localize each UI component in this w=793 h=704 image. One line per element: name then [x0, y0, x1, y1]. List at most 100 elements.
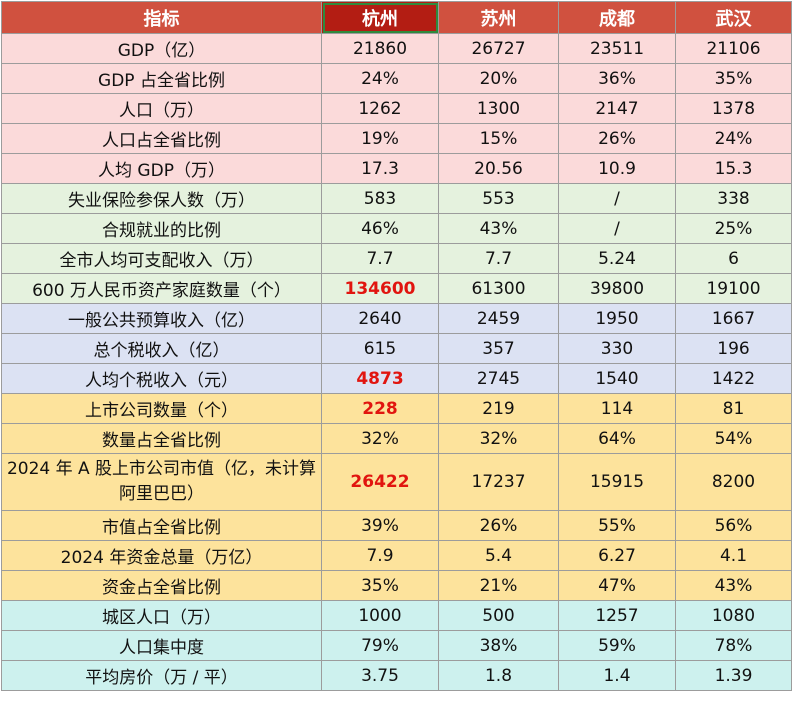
cell-hangzhou[interactable]: 2640	[321, 303, 439, 334]
cell-wuhan[interactable]: 35%	[675, 63, 792, 94]
row-label[interactable]: 失业保险参保人数（万）	[1, 183, 322, 214]
cell-wuhan[interactable]: 338	[675, 183, 792, 214]
cell-chengdu[interactable]: 10.9	[558, 153, 676, 184]
cell-chengdu[interactable]: 59%	[558, 630, 676, 661]
row-label[interactable]: 2024 年 A 股上市公司市值（亿，未计算阿里巴巴）	[1, 453, 322, 511]
cell-suzhou[interactable]: 21%	[438, 570, 559, 601]
cell-chengdu[interactable]: /	[558, 183, 676, 214]
cell-hangzhou[interactable]: 24%	[321, 63, 439, 94]
header-indicator[interactable]: 指标	[1, 1, 322, 34]
cell-suzhou[interactable]: 38%	[438, 630, 559, 661]
row-label[interactable]: 资金占全省比例	[1, 570, 322, 601]
cell-hangzhou[interactable]: 615	[321, 333, 439, 364]
cell-wuhan[interactable]: 1378	[675, 93, 792, 124]
cell-suzhou[interactable]: 43%	[438, 213, 559, 244]
cell-hangzhou[interactable]: 7.9	[321, 540, 439, 571]
cell-chengdu[interactable]: 47%	[558, 570, 676, 601]
cell-wuhan[interactable]: 1.39	[675, 660, 792, 691]
cell-wuhan[interactable]: 4.1	[675, 540, 792, 571]
cell-chengdu[interactable]: 36%	[558, 63, 676, 94]
cell-wuhan[interactable]: 6	[675, 243, 792, 274]
cell-suzhou[interactable]: 15%	[438, 123, 559, 154]
cell-hangzhou[interactable]: 228	[321, 393, 439, 424]
cell-chengdu[interactable]: 6.27	[558, 540, 676, 571]
cell-wuhan[interactable]: 78%	[675, 630, 792, 661]
cell-chengdu[interactable]: 39800	[558, 273, 676, 304]
cell-wuhan[interactable]: 8200	[675, 453, 792, 511]
cell-hangzhou[interactable]: 1000	[321, 600, 439, 631]
cell-wuhan[interactable]: 24%	[675, 123, 792, 154]
cell-suzhou[interactable]: 61300	[438, 273, 559, 304]
cell-wuhan[interactable]: 43%	[675, 570, 792, 601]
cell-hangzhou[interactable]: 32%	[321, 423, 439, 454]
cell-wuhan[interactable]: 19100	[675, 273, 792, 304]
row-label[interactable]: 合规就业的比例	[1, 213, 322, 244]
row-label[interactable]: 一般公共预算收入（亿）	[1, 303, 322, 334]
header-city-chengdu[interactable]: 成都	[558, 1, 676, 34]
cell-suzhou[interactable]: 1300	[438, 93, 559, 124]
cell-suzhou[interactable]: 2459	[438, 303, 559, 334]
row-label[interactable]: 人口占全省比例	[1, 123, 322, 154]
cell-chengdu[interactable]: 1950	[558, 303, 676, 334]
cell-hangzhou[interactable]: 3.75	[321, 660, 439, 691]
row-label[interactable]: 人均个税收入（元）	[1, 363, 322, 394]
cell-chengdu[interactable]: 330	[558, 333, 676, 364]
cell-hangzhou[interactable]: 19%	[321, 123, 439, 154]
cell-chengdu[interactable]: 2147	[558, 93, 676, 124]
row-label[interactable]: 城区人口（万）	[1, 600, 322, 631]
cell-wuhan[interactable]: 56%	[675, 510, 792, 541]
row-label[interactable]: 人口（万）	[1, 93, 322, 124]
cell-hangzhou[interactable]: 7.7	[321, 243, 439, 274]
row-label[interactable]: 数量占全省比例	[1, 423, 322, 454]
cell-suzhou[interactable]: 553	[438, 183, 559, 214]
cell-hangzhou[interactable]: 35%	[321, 570, 439, 601]
cell-hangzhou[interactable]: 39%	[321, 510, 439, 541]
cell-hangzhou[interactable]: 1262	[321, 93, 439, 124]
cell-hangzhou[interactable]: 79%	[321, 630, 439, 661]
cell-chengdu[interactable]: 1540	[558, 363, 676, 394]
cell-suzhou[interactable]: 26%	[438, 510, 559, 541]
cell-chengdu[interactable]: 26%	[558, 123, 676, 154]
cell-suzhou[interactable]: 219	[438, 393, 559, 424]
cell-suzhou[interactable]: 26727	[438, 33, 559, 64]
cell-suzhou[interactable]: 2745	[438, 363, 559, 394]
cell-chengdu[interactable]: 55%	[558, 510, 676, 541]
row-label[interactable]: GDP 占全省比例	[1, 63, 322, 94]
row-label[interactable]: 平均房价（万 / 平）	[1, 660, 322, 691]
cell-hangzhou[interactable]: 17.3	[321, 153, 439, 184]
cell-wuhan[interactable]: 25%	[675, 213, 792, 244]
row-label[interactable]: GDP（亿）	[1, 33, 322, 64]
cell-hangzhou[interactable]: 134600	[321, 273, 439, 304]
cell-wuhan[interactable]: 196	[675, 333, 792, 364]
cell-chengdu[interactable]: 15915	[558, 453, 676, 511]
cell-wuhan[interactable]: 1667	[675, 303, 792, 334]
header-city-hangzhou[interactable]: 杭州	[321, 1, 439, 34]
cell-hangzhou[interactable]: 583	[321, 183, 439, 214]
cell-hangzhou[interactable]: 4873	[321, 363, 439, 394]
cell-suzhou[interactable]: 32%	[438, 423, 559, 454]
row-label[interactable]: 600 万人民币资产家庭数量（个）	[1, 273, 322, 304]
cell-suzhou[interactable]: 20%	[438, 63, 559, 94]
cell-wuhan[interactable]: 15.3	[675, 153, 792, 184]
cell-suzhou[interactable]: 357	[438, 333, 559, 364]
cell-chengdu[interactable]: /	[558, 213, 676, 244]
header-city-wuhan[interactable]: 武汉	[675, 1, 792, 34]
cell-chengdu[interactable]: 114	[558, 393, 676, 424]
row-label[interactable]: 市值占全省比例	[1, 510, 322, 541]
cell-suzhou[interactable]: 1.8	[438, 660, 559, 691]
row-label[interactable]: 上市公司数量（个）	[1, 393, 322, 424]
cell-suzhou[interactable]: 20.56	[438, 153, 559, 184]
cell-hangzhou[interactable]: 21860	[321, 33, 439, 64]
cell-suzhou[interactable]: 5.4	[438, 540, 559, 571]
cell-chengdu[interactable]: 1257	[558, 600, 676, 631]
row-label[interactable]: 人口集中度	[1, 630, 322, 661]
row-label[interactable]: 人均 GDP（万）	[1, 153, 322, 184]
cell-wuhan[interactable]: 1422	[675, 363, 792, 394]
row-label[interactable]: 全市人均可支配收入（万）	[1, 243, 322, 274]
cell-suzhou[interactable]: 17237	[438, 453, 559, 511]
row-label[interactable]: 2024 年资金总量（万亿）	[1, 540, 322, 571]
header-city-suzhou[interactable]: 苏州	[438, 1, 559, 34]
cell-wuhan[interactable]: 54%	[675, 423, 792, 454]
cell-wuhan[interactable]: 21106	[675, 33, 792, 64]
cell-wuhan[interactable]: 81	[675, 393, 792, 424]
